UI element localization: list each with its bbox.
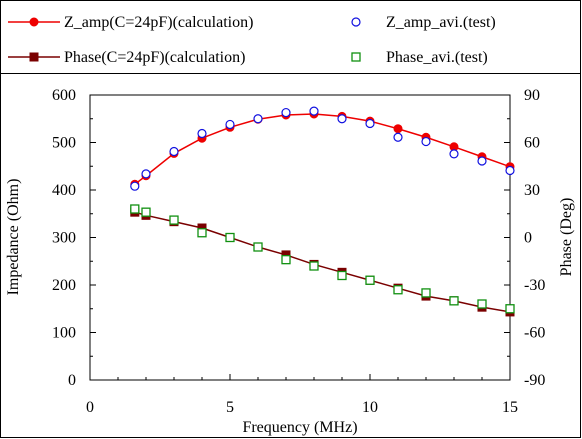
legend-item: Z_amp(C=24pF)(calculation) bbox=[8, 14, 253, 31]
legend-label: Phase(C=24pF)(calculation) bbox=[64, 49, 245, 66]
y-tick-label: 400 bbox=[52, 182, 76, 199]
legend-label: Phase_avi.(test) bbox=[386, 49, 488, 66]
y2-tick-label: 30 bbox=[524, 182, 540, 199]
data-point bbox=[197, 128, 207, 139]
x-tick-label: 15 bbox=[502, 399, 518, 416]
legend-box bbox=[0, 0, 581, 74]
y-tick-label: 100 bbox=[52, 325, 76, 342]
data-point bbox=[393, 285, 403, 295]
legend-label: Z_amp_avi.(test) bbox=[386, 14, 496, 31]
x-axis-label: Frequency (MHz) bbox=[242, 419, 357, 436]
axes: 0 5 10 15 0 100 200 300 400 500 600 -90 -60 -30 0 30 60 9… bbox=[52, 87, 545, 416]
legend-marker bbox=[351, 17, 361, 27]
legend-item: Z_amp_avi.(test) bbox=[351, 14, 496, 31]
data-point bbox=[130, 181, 140, 191]
legend-item: Phase_avi.(test) bbox=[351, 49, 488, 66]
data-point bbox=[130, 204, 140, 214]
data-point bbox=[253, 242, 263, 252]
y-tick-label: 600 bbox=[52, 87, 76, 104]
y2-tick-label: 0 bbox=[524, 230, 532, 247]
legend: Z_amp(C=24pF)(calculation) Z_amp_avi.(tes… bbox=[0, 0, 581, 74]
data-point bbox=[281, 255, 291, 265]
data-point bbox=[449, 296, 459, 306]
data-point bbox=[253, 114, 263, 124]
y-tick-label: 0 bbox=[68, 372, 76, 389]
data-point bbox=[169, 146, 179, 157]
data-point bbox=[421, 288, 431, 298]
data-point bbox=[477, 299, 487, 309]
y2-tick-label: 90 bbox=[524, 87, 540, 104]
data-point bbox=[449, 149, 459, 159]
series-layer bbox=[130, 106, 515, 317]
data-point bbox=[141, 207, 151, 217]
data-point bbox=[337, 270, 347, 281]
y2-tick-label: -90 bbox=[524, 372, 545, 389]
y-axis-label: Impedance (Ohm) bbox=[5, 179, 22, 296]
data-point bbox=[477, 156, 487, 166]
y-tick-label: 200 bbox=[52, 277, 76, 294]
data-point bbox=[281, 107, 291, 118]
legend-marker bbox=[29, 52, 39, 62]
data-point bbox=[365, 275, 375, 285]
legend-marker bbox=[29, 17, 39, 27]
data-point bbox=[169, 215, 179, 225]
data-point bbox=[421, 136, 431, 147]
series-4 bbox=[130, 204, 515, 314]
y-tick-label: 300 bbox=[52, 230, 76, 247]
y-tick-label: 500 bbox=[52, 135, 76, 152]
data-point bbox=[225, 119, 235, 130]
y2-tick-label: 60 bbox=[524, 135, 540, 152]
legend-marker bbox=[351, 52, 361, 62]
x-tick-label: 10 bbox=[362, 399, 378, 416]
x-tick-label: 0 bbox=[86, 399, 94, 416]
data-point bbox=[365, 118, 375, 129]
legend-item: Phase(C=24pF)(calculation) bbox=[8, 49, 245, 66]
y2-axis-label: Phase (Deg) bbox=[558, 198, 575, 277]
data-point bbox=[393, 124, 403, 134]
series-2 bbox=[130, 106, 515, 191]
legend-label: Z_amp(C=24pF)(calculation) bbox=[64, 14, 253, 31]
data-point bbox=[197, 228, 207, 238]
y2-tick-label: -60 bbox=[524, 325, 545, 342]
data-point bbox=[505, 304, 515, 314]
data-point bbox=[309, 261, 319, 271]
data-point bbox=[225, 232, 235, 243]
data-point bbox=[505, 165, 515, 176]
data-point bbox=[309, 106, 319, 116]
data-point bbox=[141, 169, 151, 179]
data-point bbox=[337, 114, 347, 124]
data-point bbox=[393, 132, 403, 142]
x-tick-label: 5 bbox=[226, 399, 234, 416]
y2-tick-label: -30 bbox=[524, 277, 545, 294]
